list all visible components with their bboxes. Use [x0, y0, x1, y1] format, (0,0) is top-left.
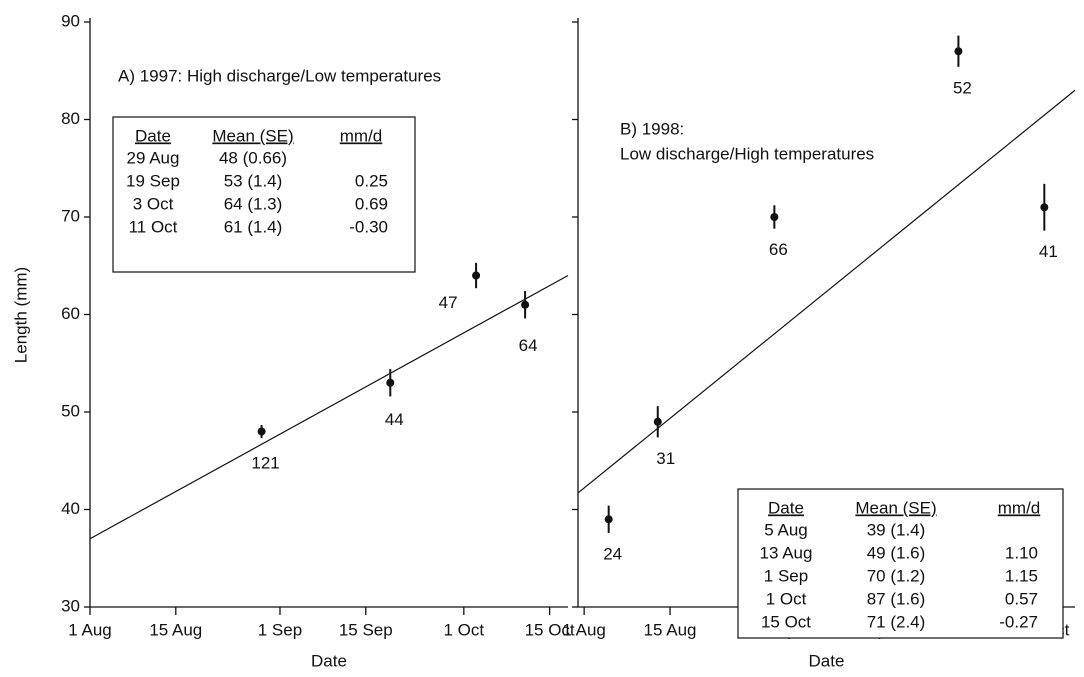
table-header: Mean (SE) — [855, 498, 936, 517]
x-tick-label: 1 Aug — [562, 620, 606, 639]
x-tick-label: 1 Sep — [258, 620, 302, 639]
point — [521, 300, 530, 309]
y-axis-label: Length (mm) — [11, 267, 30, 363]
table-cell: 11 Oct — [129, 217, 178, 236]
table-header: Mean (SE) — [212, 126, 293, 145]
point — [770, 213, 779, 221]
table-box — [112, 116, 416, 273]
table-cell: 64 (1.3) — [224, 194, 283, 213]
x-tick-label: 15 Oct — [525, 620, 575, 639]
n-label: 64 — [519, 336, 538, 355]
table-cell: 71 (2.4) — [867, 612, 926, 631]
table-cell: 3 Oct — [133, 194, 174, 213]
table-box — [737, 488, 1064, 639]
panel-title: Low discharge/High temperatures — [620, 144, 874, 163]
fit-line — [89, 274, 569, 540]
table-cell: 1.10 — [1005, 543, 1038, 562]
x-axis-label: Date — [311, 651, 347, 670]
point — [954, 47, 963, 56]
n-label: 31 — [656, 449, 675, 468]
table-cell: 13 Aug — [760, 543, 813, 562]
fit-line — [577, 89, 1076, 494]
n-label: 47 — [439, 293, 458, 312]
y-tick-label: 40 — [61, 499, 80, 518]
n-label: 41 — [1039, 242, 1058, 261]
table-cell: 19 Sep — [126, 171, 180, 190]
n-label: 66 — [769, 240, 788, 259]
table-cell: 0.69 — [355, 194, 388, 213]
table-cell: 0.25 — [355, 171, 388, 190]
table-cell: -0.30 — [349, 217, 388, 236]
panel-title: A) 1997: High discharge/Low temperatures — [118, 66, 441, 85]
table-cell: 1 Sep — [764, 566, 808, 585]
table-cell: 1 Oct — [766, 589, 807, 608]
point — [386, 378, 395, 387]
x-tick-label: 1 Oct — [444, 620, 485, 639]
table-cell: 29 Aug — [127, 148, 180, 167]
table-cell: 70 (1.2) — [867, 566, 926, 585]
y-tick-label: 90 — [61, 11, 80, 30]
table-cell: -0.27 — [999, 612, 1038, 631]
table-header: Date — [135, 126, 171, 145]
table-cell: 0.57 — [1005, 589, 1038, 608]
table-header: Date — [768, 498, 804, 517]
x-tick-label: 15 Aug — [644, 620, 697, 639]
n-label: 121 — [251, 453, 279, 472]
table-cell: 61 (1.4) — [224, 217, 283, 236]
table-header: mm/d — [998, 498, 1041, 517]
y-tick-label: 30 — [61, 596, 80, 615]
table-cell: 87 (1.6) — [867, 589, 926, 608]
panel-title: B) 1998: — [620, 119, 684, 138]
table-cell: 5 Aug — [764, 520, 808, 539]
table-cell: 1.15 — [1005, 566, 1038, 585]
y-tick-label: 70 — [61, 206, 80, 225]
table-header: mm/d — [340, 126, 383, 145]
point — [257, 427, 266, 436]
table-cell: 48 (0.66) — [219, 148, 287, 167]
table-cell: 15 Oct — [761, 612, 811, 631]
table-cell: 53 (1.4) — [224, 171, 283, 190]
y-tick-label: 60 — [61, 304, 80, 323]
table-cell: 49 (1.6) — [867, 543, 926, 562]
x-tick-label: 15 Sep — [339, 620, 393, 639]
y-tick-label: 80 — [61, 109, 80, 128]
point — [604, 515, 613, 524]
point — [472, 271, 481, 280]
x-tick-label: 15 Aug — [149, 620, 202, 639]
table-cell: 39 (1.4) — [867, 520, 926, 539]
n-label: 52 — [953, 78, 972, 97]
point — [653, 417, 662, 426]
n-label: 44 — [385, 410, 404, 429]
y-tick-label: 50 — [61, 401, 80, 420]
x-tick-label: 1 Aug — [68, 620, 112, 639]
x-axis-label: Date — [809, 651, 845, 670]
point — [1040, 203, 1049, 212]
n-label: 24 — [603, 544, 622, 563]
